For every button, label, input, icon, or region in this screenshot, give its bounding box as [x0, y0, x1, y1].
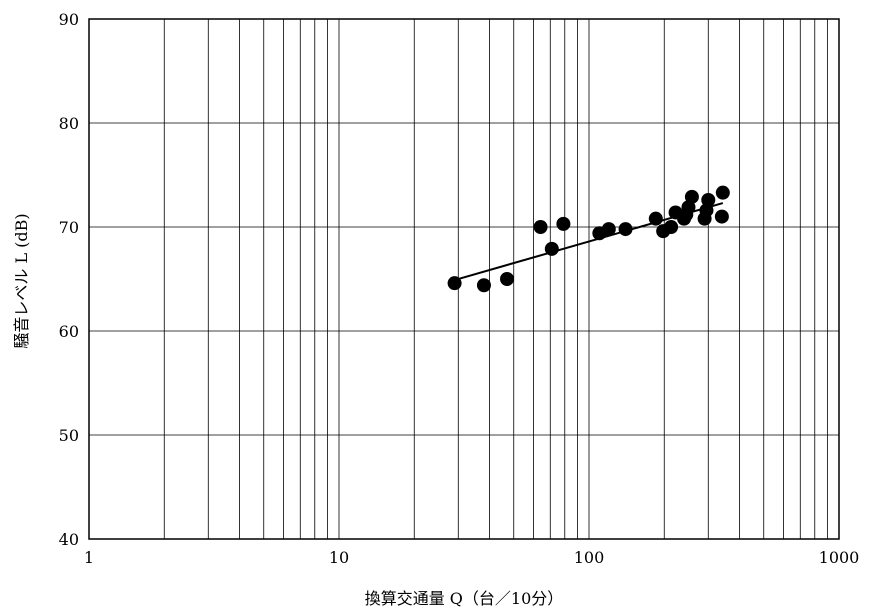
data-point	[544, 241, 559, 256]
data-point	[601, 222, 616, 237]
data-point	[664, 220, 679, 234]
data-point	[533, 220, 548, 234]
x-axis-title: 換算交通量 Q（台／10分）	[365, 589, 564, 608]
x-tick-labels: 1 10 100 1000	[84, 548, 859, 567]
x-tick-label: 1	[84, 548, 94, 567]
data-point	[648, 211, 663, 226]
x-tick-label: 100	[574, 548, 605, 567]
y-tick-label: 40	[59, 530, 79, 549]
x-tick-label: 1000	[819, 548, 860, 567]
plot-frame	[88, 18, 840, 540]
y-tick-label: 90	[59, 10, 79, 29]
y-axis-title: 騒音レベル L (dB)	[12, 213, 31, 348]
y-tick-label: 60	[59, 322, 79, 341]
data-marks	[447, 185, 730, 293]
x-tick-label: 10	[329, 548, 349, 567]
y-tick-label: 70	[59, 218, 79, 237]
data-point	[556, 216, 571, 231]
data-point	[684, 189, 699, 204]
y-tick-label: 50	[59, 426, 79, 445]
data-point	[715, 185, 730, 200]
data-point	[714, 209, 729, 224]
y-tick-label: 80	[59, 114, 79, 133]
plot-border	[88, 18, 840, 540]
data-point	[500, 272, 515, 286]
data-point	[699, 203, 714, 218]
data-point	[476, 278, 491, 293]
data-point	[447, 276, 462, 291]
data-point	[618, 222, 633, 237]
data-point	[701, 192, 716, 207]
grid-lines	[89, 19, 839, 539]
y-tick-labels: 40 50 60 70 80 90	[59, 10, 79, 549]
